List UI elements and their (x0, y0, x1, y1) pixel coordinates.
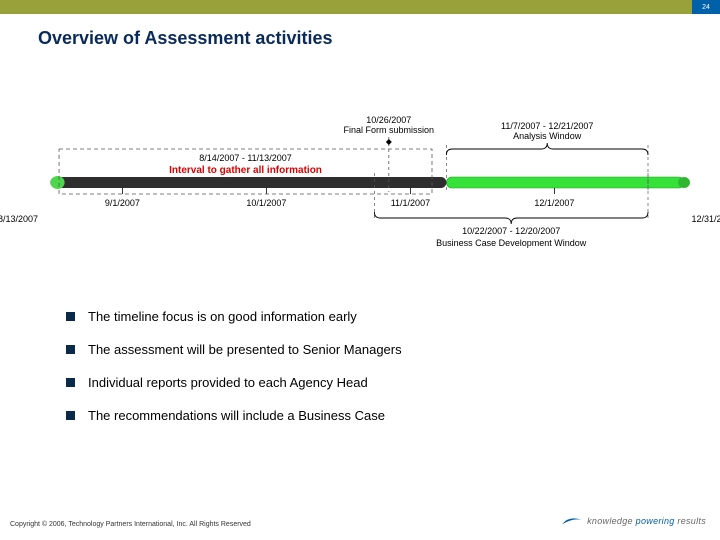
timeline-chart: 9/1/2007 10/1/2007 11/1/2007 12/1/2007 8/13/… (0, 79, 720, 269)
bullet-text: The recommendations will include a Busin… (88, 408, 385, 423)
swoosh-icon (561, 514, 583, 528)
header-accent (0, 0, 692, 14)
bullet-text: Individual reports provided to each Agen… (88, 375, 368, 390)
svg-text:9/1/2007: 9/1/2007 (105, 198, 140, 208)
list-item: The timeline focus is on good informatio… (66, 309, 720, 324)
logo-text: knowledge powering results (587, 516, 706, 526)
list-item: Individual reports provided to each Agen… (66, 375, 720, 390)
svg-text:Business Case Development Wind: Business Case Development Window (436, 238, 587, 248)
header-bar: 24 (0, 0, 720, 14)
svg-text:11/1/2007: 11/1/2007 (391, 198, 430, 208)
page-number-box: 24 (692, 0, 720, 14)
svg-text:12/31/2007: 12/31/2007 (691, 214, 720, 224)
svg-text:12/1/2007: 12/1/2007 (534, 198, 574, 208)
list-item: The recommendations will include a Busin… (66, 408, 720, 423)
page-title: Overview of Assessment activities (38, 28, 720, 49)
svg-text:8/14/2007 - 11/13/2007: 8/14/2007 - 11/13/2007 (199, 153, 291, 163)
svg-text:10/26/2007: 10/26/2007 (366, 115, 411, 125)
bullet-list: The timeline focus is on good informatio… (66, 309, 720, 423)
footer: Copyright © 2006, Technology Partners In… (0, 508, 720, 532)
svg-text:8/13/2007: 8/13/2007 (0, 214, 38, 224)
bullet-text: The timeline focus is on good informatio… (88, 309, 357, 324)
svg-text:Final Form submission: Final Form submission (344, 125, 435, 135)
svg-text:Analysis Window: Analysis Window (513, 131, 582, 141)
footer-logo: knowledge powering results (561, 514, 706, 528)
page-number: 24 (702, 4, 710, 11)
svg-text:Interval to gather all informa: Interval to gather all information (169, 165, 322, 176)
timeline-svg: 9/1/2007 10/1/2007 11/1/2007 12/1/2007 8/13/… (0, 79, 720, 269)
bullet-text: The assessment will be presented to Seni… (88, 342, 402, 357)
list-item: The assessment will be presented to Seni… (66, 342, 720, 357)
svg-text:11/7/2007 - 12/21/2007: 11/7/2007 - 12/21/2007 (501, 121, 593, 131)
svg-text:10/1/2007: 10/1/2007 (246, 198, 286, 208)
copyright-text: Copyright © 2006, Technology Partners In… (10, 521, 251, 528)
svg-text:10/22/2007 - 12/20/2007: 10/22/2007 - 12/20/2007 (462, 226, 560, 236)
